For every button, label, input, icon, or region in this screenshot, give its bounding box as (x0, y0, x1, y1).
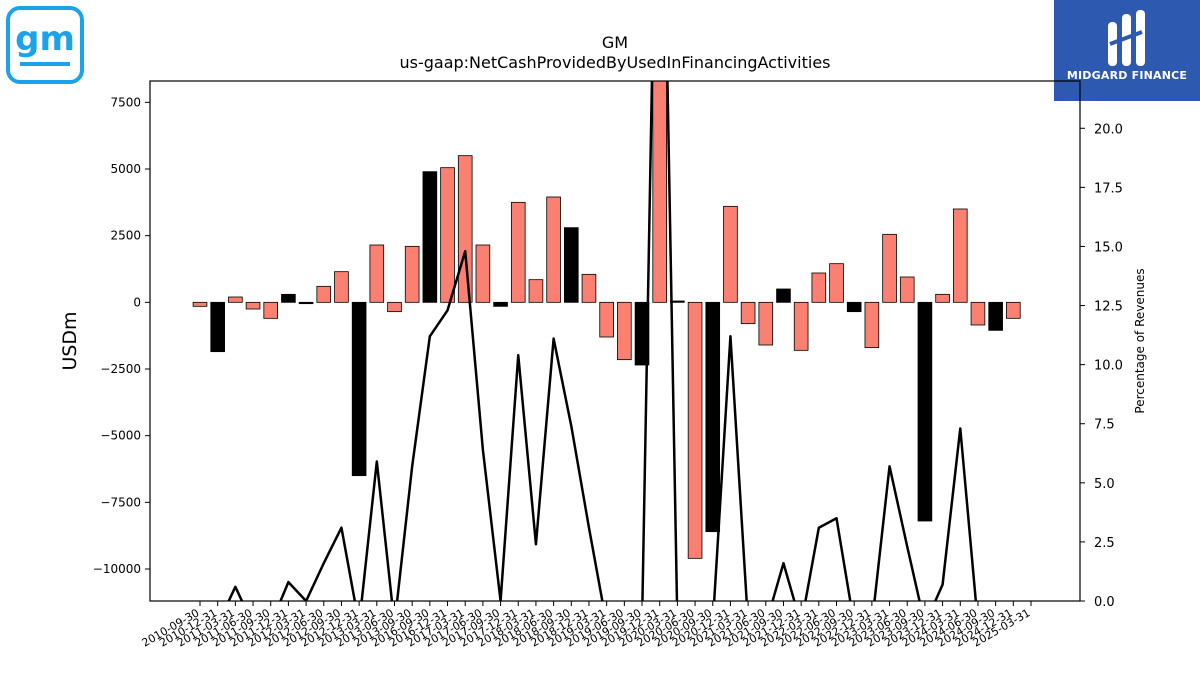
bar (192, 301, 208, 307)
y-right-tick-label: 20.0 (1094, 122, 1123, 137)
bar (758, 301, 774, 346)
bar (811, 272, 827, 303)
bar (687, 301, 703, 559)
bar (988, 301, 1003, 331)
y-right-tick-label: 12.5 (1094, 300, 1123, 315)
y-tick-label: 2500 (110, 229, 141, 243)
gm-logo-icon: gm (6, 6, 84, 84)
bar (740, 301, 756, 325)
bar (935, 293, 950, 303)
y-tick-label: −2500 (100, 362, 141, 376)
bar (369, 244, 385, 303)
y-right-tick-label: 17.5 (1094, 181, 1123, 196)
bar (581, 273, 597, 303)
y-right-tick-label: 15.0 (1094, 240, 1123, 255)
bar (404, 245, 420, 303)
y-right-tick-label: 0.0 (1094, 595, 1115, 610)
y-right-tick-label: 10.0 (1094, 359, 1123, 374)
bar (263, 301, 279, 319)
y-axis-right-label: Percentage of Revenues (1133, 268, 1147, 413)
pct-of-revenues-line (227, 81, 978, 601)
plot-area: −10000 −7500 −5000 −2500 0 2500 5000 7500 0.0 2.5… (93, 80, 1123, 650)
y-tick-label: −7500 (100, 495, 141, 509)
y-tick-label: 0 (133, 295, 141, 309)
bar (387, 301, 402, 313)
bar (440, 167, 455, 303)
bar (1006, 301, 1021, 319)
bar (245, 301, 261, 310)
bar (493, 301, 508, 307)
bar (634, 301, 650, 366)
bar (952, 208, 968, 303)
bar (510, 201, 526, 303)
bar (564, 227, 579, 303)
y-tick-label: −10000 (93, 562, 141, 576)
bar (652, 81, 667, 303)
chart-title: GM (602, 33, 628, 52)
bar (723, 205, 738, 303)
gm-logo-text: gm (15, 19, 75, 59)
bar (546, 196, 561, 303)
bar (316, 285, 332, 303)
bar (705, 301, 721, 533)
chart-subtitle: us-gaap:NetCashProvidedByUsedInFinancing… (399, 53, 830, 72)
bar (776, 288, 791, 303)
bar (351, 301, 367, 477)
midgard-finance-label: MIDGARD FINANCE (1066, 69, 1188, 82)
y-tick-label: 5000 (110, 162, 141, 176)
bar (917, 301, 933, 522)
bars (192, 81, 1021, 559)
bar (882, 233, 897, 303)
y-right-tick-label: 2.5 (1094, 536, 1115, 551)
y-right-tick-label: 7.5 (1094, 418, 1115, 433)
midgard-finance-logo: MIDGARD FINANCE (1054, 0, 1200, 101)
y-tick-label: −5000 (100, 429, 141, 443)
gm-logo: gm (6, 6, 84, 84)
bar (298, 301, 314, 305)
bar (281, 293, 296, 303)
y-axis-label: USDm (59, 311, 81, 370)
bar (334, 271, 349, 303)
plot-frame (149, 80, 1081, 602)
midgard-logo-icon (1108, 10, 1145, 66)
pct-line-group (227, 81, 978, 601)
y-right-tick-label: 5.0 (1094, 477, 1115, 492)
bar (457, 155, 473, 303)
bar (210, 301, 225, 353)
bar (617, 301, 632, 361)
bar (228, 296, 243, 303)
bar (846, 301, 862, 313)
bar (475, 244, 491, 303)
bar (793, 301, 809, 351)
bar (829, 263, 844, 303)
bar (528, 279, 544, 303)
bar (899, 276, 915, 303)
bar (864, 301, 880, 349)
bar (599, 301, 614, 338)
y-tick-label: 7500 (110, 95, 141, 109)
bar (970, 301, 986, 326)
bar (422, 171, 438, 303)
